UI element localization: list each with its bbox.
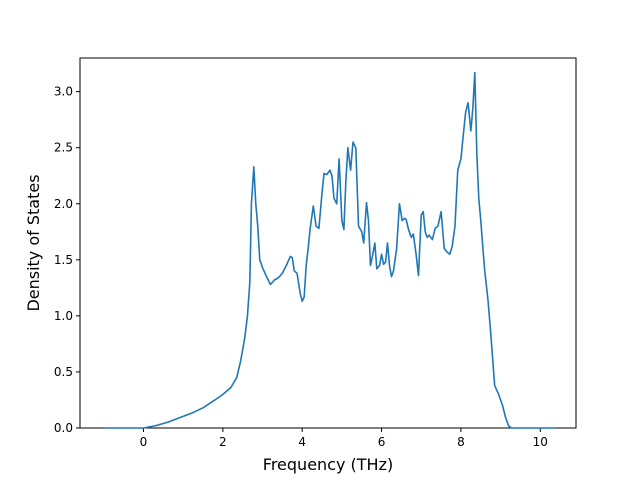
plot-frame	[79, 57, 577, 429]
y-axis-label: Density of States	[24, 174, 43, 311]
x-axis-label: Frequency (THz)	[263, 455, 393, 474]
x-tick-label: 2	[219, 435, 227, 449]
x-tick-label: 6	[378, 435, 386, 449]
y-axis-ticks: 0.0 0.5 1.0 1.5 2.0 2.5 3.0	[54, 85, 80, 435]
y-tick-label: 0.0	[54, 421, 73, 435]
x-axis-ticks: 0 2 4 6 8 10	[140, 428, 548, 449]
x-tick-label: 0	[140, 435, 148, 449]
y-tick-label: 2.0	[54, 197, 73, 211]
y-tick-label: 3.0	[54, 85, 73, 99]
series-line-0	[104, 71, 555, 429]
y-tick-label: 2.5	[54, 141, 73, 155]
y-tick-label: 1.5	[54, 253, 73, 267]
series-layer	[104, 71, 555, 429]
y-tick-label: 0.5	[54, 365, 73, 379]
x-tick-label: 10	[533, 435, 548, 449]
x-tick-label: 4	[298, 435, 306, 449]
y-tick-label: 1.0	[54, 309, 73, 323]
x-tick-label: 8	[457, 435, 465, 449]
